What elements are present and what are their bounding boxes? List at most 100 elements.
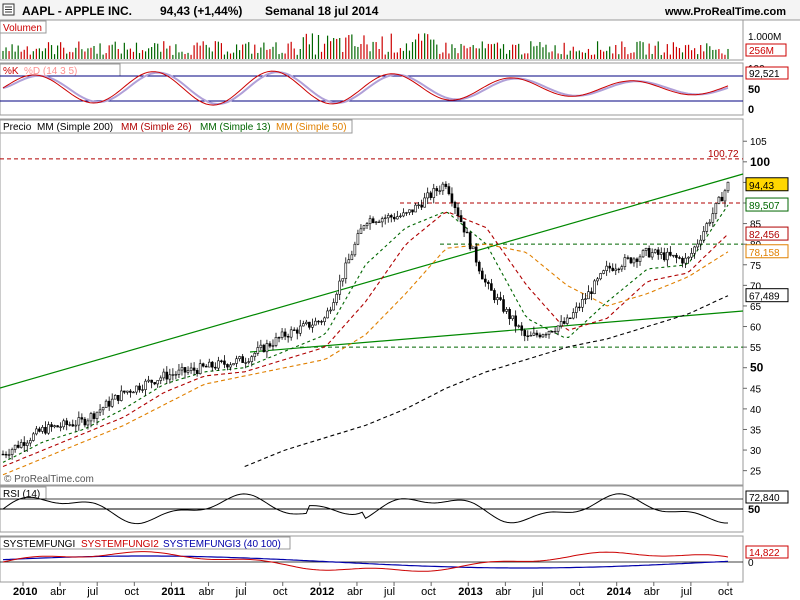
price-badge: 78,158 bbox=[749, 248, 780, 259]
volume-panel-frame bbox=[0, 19, 744, 61]
ma-line-mm-simple-26- bbox=[2, 211, 729, 468]
price-candle bbox=[180, 363, 184, 376]
x-axis-label: jul bbox=[680, 586, 692, 598]
price-candle bbox=[535, 330, 539, 338]
price-badge: 94,43 bbox=[749, 181, 774, 192]
price-candle bbox=[468, 231, 472, 251]
ma-line-mm-simple-50- bbox=[2, 243, 729, 476]
x-axis-label: abr bbox=[199, 586, 215, 598]
price-candle bbox=[80, 413, 84, 423]
systemfungi-axis-0: 0 bbox=[748, 558, 754, 569]
price-candle bbox=[189, 362, 193, 374]
price-candle bbox=[438, 185, 442, 195]
price-candle bbox=[159, 375, 163, 385]
price-candle bbox=[74, 420, 78, 432]
price-candle bbox=[386, 213, 390, 223]
price-tick-label: 40 bbox=[750, 405, 762, 416]
price-candle bbox=[444, 181, 448, 190]
price-candle bbox=[484, 274, 487, 287]
volume-badge: 256M bbox=[749, 46, 774, 57]
x-axis-label: jul bbox=[531, 586, 543, 598]
price-candle bbox=[135, 385, 138, 395]
price-candle bbox=[113, 394, 117, 400]
price-candle bbox=[56, 425, 59, 428]
price-tab[interactable] bbox=[0, 119, 353, 134]
price-candle bbox=[605, 260, 608, 276]
price-badge-box bbox=[745, 197, 789, 212]
price-candle bbox=[556, 325, 560, 336]
systemfungi-tab[interactable] bbox=[0, 536, 291, 550]
price-candle bbox=[214, 362, 217, 371]
price-candle bbox=[447, 183, 451, 196]
x-axis-label: 2010 bbox=[13, 586, 37, 598]
price-candle bbox=[471, 246, 475, 250]
price-candle bbox=[490, 278, 493, 291]
stochastic-label-d: %D (14 3 5) bbox=[24, 66, 77, 77]
price-tick-label: 75 bbox=[750, 261, 762, 272]
price-candle bbox=[669, 246, 672, 257]
price-candle bbox=[726, 181, 730, 193]
x-axis-label: oct bbox=[273, 586, 288, 598]
price-label-mm50: MM (Simple 50) bbox=[276, 122, 347, 133]
price-candle bbox=[195, 367, 199, 377]
trendline-upper bbox=[0, 173, 744, 389]
price-candle bbox=[380, 216, 384, 228]
watermark: © ProRealTime.com bbox=[4, 474, 94, 485]
header-left: AAPL - APPLE INC. 94,43 (+1,44%) Semanal… bbox=[2, 3, 379, 18]
price-tick-label: 65 bbox=[750, 302, 762, 313]
price-candle bbox=[678, 255, 681, 260]
price-candle bbox=[150, 379, 153, 389]
price-candle bbox=[687, 256, 690, 264]
price-candle bbox=[204, 364, 208, 368]
price-candle bbox=[559, 315, 563, 329]
header-website[interactable]: www.ProRealTime.com bbox=[664, 6, 786, 18]
price-candle bbox=[374, 220, 378, 225]
rsi-line bbox=[0, 493, 743, 525]
systemfungi3-line bbox=[2, 555, 729, 569]
price-candle bbox=[653, 248, 657, 254]
price-candle bbox=[326, 307, 329, 319]
price-candle bbox=[562, 317, 566, 325]
stochastic-badge-box bbox=[745, 66, 789, 80]
x-axis-label: oct bbox=[718, 586, 733, 598]
header-price-change: 94,43 (+1,44%) bbox=[160, 4, 242, 18]
price-tick-label: 105 bbox=[750, 137, 767, 148]
price-candle bbox=[693, 245, 696, 259]
price-candle bbox=[596, 276, 599, 286]
price-candle bbox=[505, 307, 508, 314]
price-badge-box bbox=[745, 226, 789, 241]
volume-tab[interactable] bbox=[0, 20, 47, 34]
price-candle bbox=[283, 328, 287, 341]
price-candle bbox=[599, 272, 602, 281]
price-badge-box bbox=[745, 244, 789, 259]
price-tick-label: 35 bbox=[750, 425, 762, 436]
price-candle bbox=[402, 208, 405, 218]
price-candle bbox=[323, 316, 326, 326]
price-candle bbox=[350, 250, 354, 261]
price-label-mm200: MM (Simple 200) bbox=[37, 122, 113, 133]
stochastic-axis-50: 50 bbox=[748, 84, 760, 96]
price-candle bbox=[459, 210, 463, 223]
x-axis-label: 2011 bbox=[161, 586, 185, 598]
systemfungi-lines bbox=[0, 551, 743, 572]
rsi-badge-box bbox=[745, 490, 789, 504]
price-candle bbox=[247, 358, 251, 365]
price-candle bbox=[529, 331, 533, 337]
price-candle bbox=[675, 252, 678, 264]
price-tick-label: 55 bbox=[750, 343, 762, 354]
price-candle bbox=[702, 226, 706, 243]
price-candle bbox=[532, 326, 536, 337]
price-candle bbox=[7, 448, 11, 459]
price-candle bbox=[286, 333, 290, 343]
x-axis-label: oct bbox=[124, 586, 139, 598]
price-candle bbox=[22, 436, 26, 452]
price-candle bbox=[141, 384, 144, 393]
x-axis-label: jul bbox=[235, 586, 247, 598]
price-candle bbox=[68, 421, 72, 427]
panel-labels: Volumen %K %D (14 3 5) Precio MM (Simple… bbox=[0, 20, 353, 550]
price-candle bbox=[641, 249, 645, 258]
systemfungi-label-2: SYSTEMFUNGI2 bbox=[81, 539, 159, 550]
ma-line-mm-simple-13- bbox=[2, 204, 729, 463]
price-candle bbox=[89, 411, 93, 428]
price-candle bbox=[408, 209, 411, 216]
